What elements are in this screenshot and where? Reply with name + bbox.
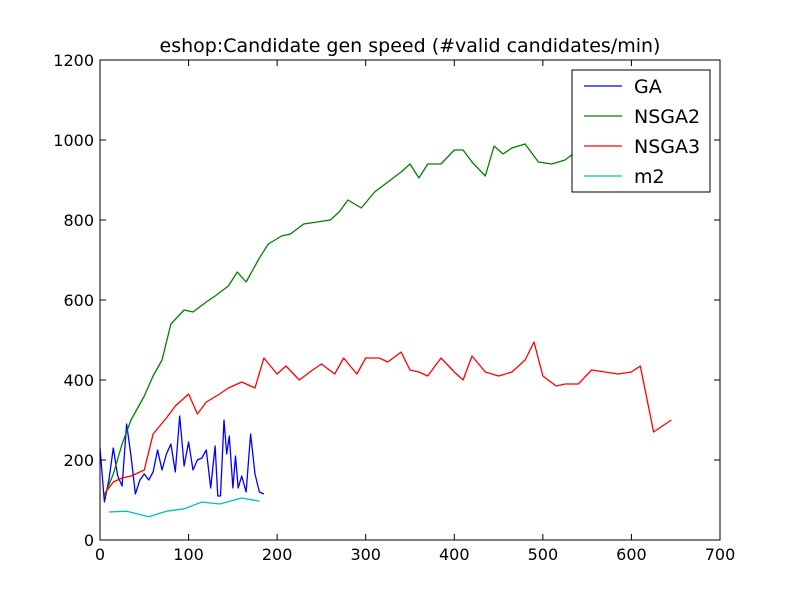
x-tick-label: 500 <box>528 545 559 564</box>
y-tick-label: 600 <box>63 291 94 310</box>
legend-label-ga: GA <box>634 76 662 98</box>
x-tick-label: 400 <box>439 545 470 564</box>
legend-box <box>571 69 711 193</box>
legend-label-nsga2: NSGA2 <box>634 106 700 128</box>
legend-label-nsga3: NSGA3 <box>634 136 700 158</box>
x-tick-label: 700 <box>705 545 736 564</box>
series-line-m2 <box>108 497 260 518</box>
y-tick-label: 0 <box>84 531 94 550</box>
series-line-ga <box>99 415 265 503</box>
series-line-nsga2 <box>103 143 579 497</box>
y-tick-label: 800 <box>63 211 94 230</box>
chart-title: eshop:Candidate gen speed (#valid candid… <box>160 35 661 57</box>
series-lines <box>99 143 672 518</box>
x-tick-label: 600 <box>616 545 647 564</box>
y-tick-label: 200 <box>63 451 94 470</box>
x-tick-label: 0 <box>95 545 105 564</box>
legend-label-m2: m2 <box>634 166 665 188</box>
y-tick-label: 1200 <box>53 51 94 70</box>
x-tick-label: 200 <box>262 545 293 564</box>
series-line-nsga3 <box>103 341 672 495</box>
y-tick-label: 400 <box>63 371 94 390</box>
axes-frame <box>99 59 721 541</box>
x-tick-label: 300 <box>350 545 381 564</box>
x-tick-label: 100 <box>173 545 204 564</box>
axis-ticks: 0 100 200 300 400 500 600 700 0 200 400 600 800 1000 1… <box>53 51 735 564</box>
y-tick-label: 1000 <box>53 131 94 150</box>
legend: GA NSGA2 NSGA3 m2 <box>571 69 711 193</box>
